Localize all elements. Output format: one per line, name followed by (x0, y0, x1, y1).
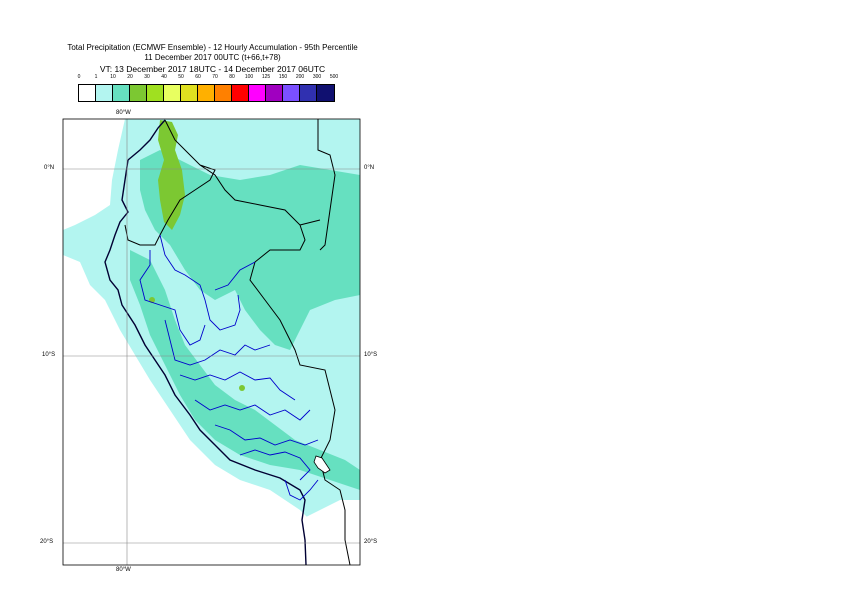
heavy-precip-area (140, 150, 360, 350)
legend-label: 50 (178, 74, 184, 80)
legend-swatch (147, 85, 164, 101)
legend-swatch (96, 85, 113, 101)
legend-label: 125 (261, 74, 271, 80)
legend-swatch (249, 85, 266, 101)
legend-label: 70 (212, 74, 218, 80)
lake-titicaca (313, 455, 331, 474)
legend-swatch (79, 85, 96, 101)
legend-swatch (164, 85, 181, 101)
legend-label: 40 (161, 74, 167, 80)
legend-swatch (300, 85, 317, 101)
legend-label: 300 (312, 74, 322, 80)
lat-label-right-2: 20°S (364, 539, 378, 545)
legend-label: 500 (329, 74, 339, 80)
legend-label: 20 (127, 74, 133, 80)
legend-labels: 0 1 10 20 30 40 50 60 70 80 100 125 150 200 300 500 (74, 74, 354, 84)
legend-colorbar (78, 84, 335, 102)
legend-label: 1 (94, 74, 98, 80)
lon-label-top: 80°W (116, 110, 131, 116)
lat-label-left-1: 10°S (42, 352, 56, 358)
legend-label: 30 (144, 74, 150, 80)
legend-swatch (130, 85, 147, 101)
legend-label: 0 (77, 74, 81, 80)
legend-label: 200 (295, 74, 305, 80)
legend-label: 80 (229, 74, 235, 80)
legend-swatch (181, 85, 198, 101)
lat-label-left-0: 0°N (44, 165, 55, 171)
map-valid-time: VT: 13 December 2017 18UTC - 14 December… (99, 64, 326, 74)
coastline (104, 119, 307, 565)
heavy-precip-coastal (130, 250, 360, 490)
peak-precip-spot-2 (239, 385, 245, 391)
legend-swatch (232, 85, 249, 101)
legend-swatch (317, 85, 334, 101)
legend-label: 150 (278, 74, 288, 80)
graticule (63, 119, 360, 565)
province-borders (139, 234, 319, 501)
legend-swatch (215, 85, 232, 101)
national-border (124, 119, 351, 565)
legend-swatch (198, 85, 215, 101)
map-frame (62, 118, 361, 566)
map-run-time: 11 December 2017 00UTC (t+66,t+78) (144, 53, 281, 62)
legend-label: 100 (244, 74, 254, 80)
lat-label-right-1: 10°S (364, 352, 378, 358)
legend-label: 10 (110, 74, 116, 80)
lat-label-right-0: 0°N (364, 165, 375, 171)
legend-label: 60 (195, 74, 201, 80)
legend-swatch (283, 85, 300, 101)
legend-swatch (113, 85, 130, 101)
map-title: Total Precipitation (ECMWF Ensemble) - 1… (67, 43, 358, 52)
legend-swatch (266, 85, 283, 101)
lon-label-bottom: 80°W (116, 567, 131, 573)
dry-area-ocean (63, 255, 340, 565)
dry-area-ocean-north (63, 119, 125, 230)
lat-label-left-2: 20°S (40, 539, 54, 545)
